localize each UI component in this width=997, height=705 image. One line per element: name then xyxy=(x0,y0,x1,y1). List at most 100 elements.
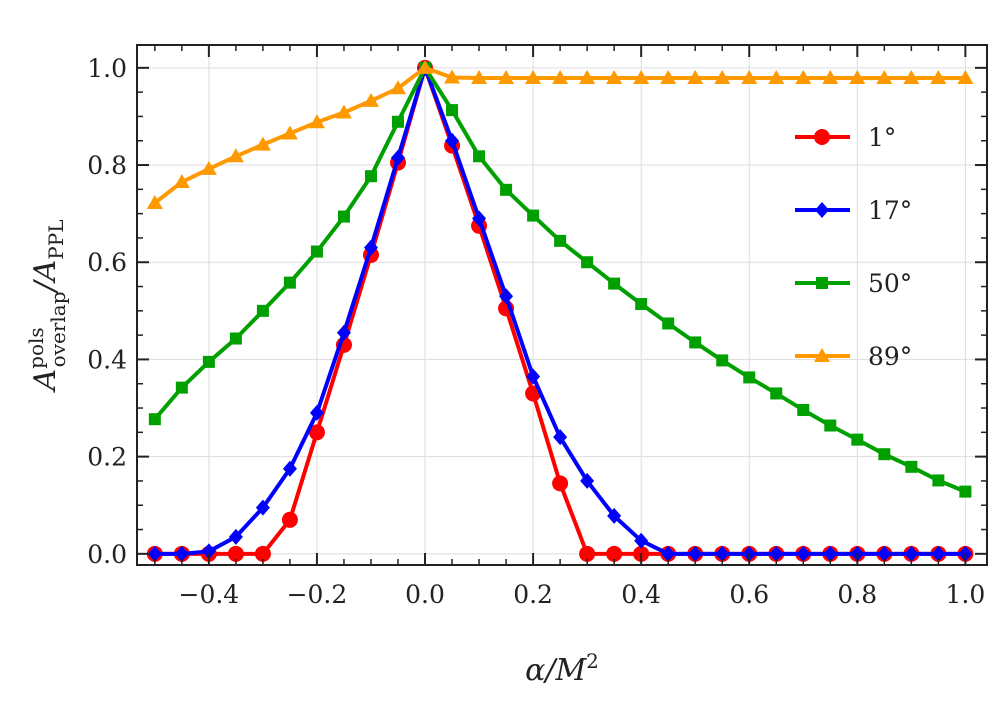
data-point xyxy=(256,304,269,317)
legend-marker xyxy=(815,202,829,218)
data-point xyxy=(473,150,486,163)
data-point xyxy=(716,354,729,367)
y-tick-label: 1.0 xyxy=(87,54,127,83)
data-point xyxy=(878,448,891,461)
data-point xyxy=(310,245,323,258)
legend-marker xyxy=(814,348,830,362)
data-point xyxy=(768,70,785,85)
data-point xyxy=(580,472,595,489)
data-point xyxy=(552,475,569,492)
data-point xyxy=(147,545,162,562)
y-tick-label: 0.0 xyxy=(87,540,127,569)
legend-entry: 17° xyxy=(795,196,912,225)
data-point xyxy=(876,70,893,85)
data-point xyxy=(554,234,567,247)
legend-label: 50° xyxy=(868,269,912,298)
data-point xyxy=(202,355,215,368)
data-point xyxy=(254,136,271,151)
data-point xyxy=(527,209,540,222)
grid xyxy=(137,45,987,565)
data-point xyxy=(877,545,892,562)
data-point xyxy=(281,511,298,528)
data-point xyxy=(499,288,514,305)
data-point xyxy=(446,104,459,117)
ticks: −0.4 −0.2 0.0 0.2 0.4 0.6 0.8 1.0 0.0 0.2 0.4 0.6 0.… xyxy=(87,45,987,609)
data-point xyxy=(282,460,297,477)
x-tick-label: 0.0 xyxy=(405,580,445,609)
data-point xyxy=(472,210,487,227)
data-point xyxy=(932,474,945,487)
data-point xyxy=(417,59,434,74)
data-point xyxy=(445,132,460,149)
data-point xyxy=(525,70,542,85)
data-point xyxy=(148,413,161,426)
data-point xyxy=(498,70,515,85)
data-point xyxy=(227,148,244,163)
data-point xyxy=(146,194,163,209)
data-point xyxy=(660,70,677,85)
data-point xyxy=(309,404,324,421)
data-point xyxy=(607,507,622,524)
data-point xyxy=(335,104,352,119)
legend-entry: 1° xyxy=(795,123,896,152)
x-axis-label: α/M2 xyxy=(525,649,599,688)
data-point xyxy=(390,149,405,166)
data-point xyxy=(579,545,596,562)
data-point xyxy=(308,424,325,441)
data-point xyxy=(500,183,513,196)
x-tick-label: 0.4 xyxy=(621,580,661,609)
data-point xyxy=(336,324,351,341)
y-tick-label: 0.8 xyxy=(87,151,127,180)
data-point xyxy=(687,70,704,85)
y-tick-label: 0.2 xyxy=(87,443,127,472)
data-point xyxy=(689,336,702,349)
data-point xyxy=(959,485,972,498)
data-point xyxy=(770,387,783,400)
data-point xyxy=(581,256,594,269)
legend: 1° 17° 50° 89° xyxy=(795,123,912,371)
data-point xyxy=(608,277,621,290)
y-tick-label: 0.4 xyxy=(87,345,127,374)
data-point xyxy=(308,114,325,129)
data-point xyxy=(553,429,568,446)
data-point xyxy=(281,125,298,140)
data-point xyxy=(283,276,296,289)
series-group xyxy=(146,59,974,562)
data-point xyxy=(795,70,812,85)
legend-label: 17° xyxy=(868,196,912,225)
data-point xyxy=(822,70,839,85)
data-point xyxy=(743,371,756,384)
data-point xyxy=(552,70,569,85)
legend-marker xyxy=(816,277,828,289)
data-point xyxy=(662,317,675,330)
data-point xyxy=(824,419,837,432)
data-point xyxy=(635,298,648,311)
data-point xyxy=(362,92,379,107)
x-tick-label: 0.8 xyxy=(837,580,877,609)
data-point xyxy=(930,70,947,85)
data-point xyxy=(174,545,189,562)
data-point xyxy=(606,545,623,562)
data-point xyxy=(364,170,377,183)
data-point xyxy=(175,381,188,394)
data-point xyxy=(389,80,406,95)
data-point xyxy=(903,70,920,85)
x-tick-label: 0.6 xyxy=(729,580,769,609)
legend-label: 1° xyxy=(868,123,896,152)
data-point xyxy=(255,499,270,516)
data-point xyxy=(228,528,243,545)
data-point xyxy=(254,545,271,562)
data-point xyxy=(201,543,216,560)
data-point xyxy=(741,70,758,85)
y-axis-label: Apolsoverlap/APPL xyxy=(24,219,70,393)
data-point xyxy=(173,174,190,189)
data-point xyxy=(823,545,838,562)
legend-label: 89° xyxy=(868,342,912,371)
data-point xyxy=(661,545,676,562)
data-point xyxy=(634,532,649,549)
series-line xyxy=(153,65,967,494)
data-point xyxy=(526,368,541,385)
x-tick-label: 1.0 xyxy=(946,580,986,609)
y-tick-label: 0.6 xyxy=(87,248,127,277)
